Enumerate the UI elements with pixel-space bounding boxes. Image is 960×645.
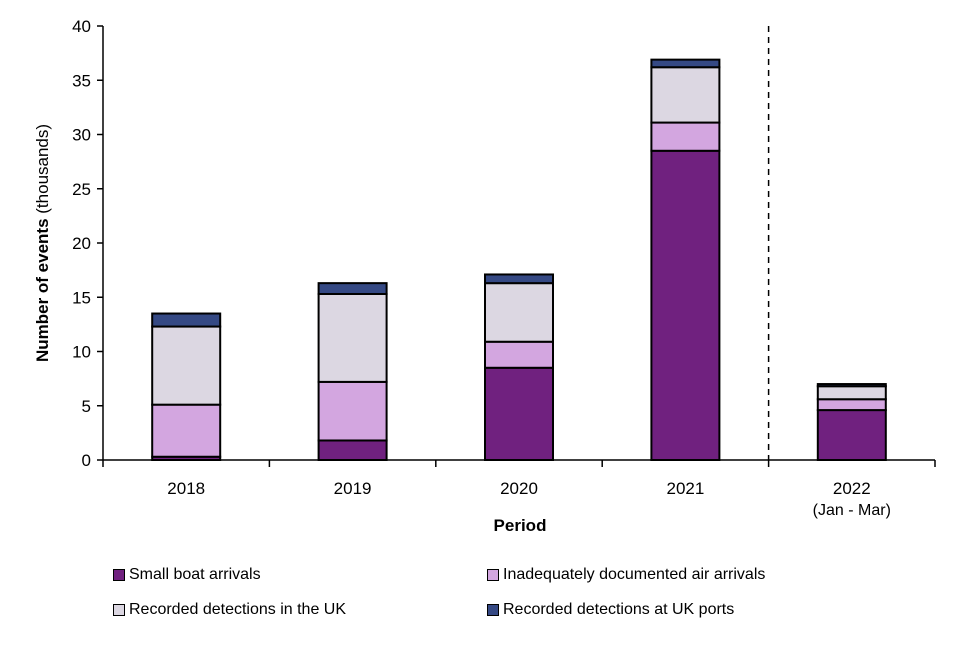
bar-segment — [650, 121, 721, 152]
legend-swatch — [113, 604, 125, 616]
x-tick-label: 2022 — [833, 479, 871, 498]
bar-segment — [650, 149, 721, 461]
legend-swatch — [487, 604, 499, 616]
y-tick-label: 20 — [72, 234, 91, 253]
bar-segment — [816, 398, 887, 412]
legend-swatch — [487, 569, 499, 581]
bar-segment — [151, 403, 222, 458]
y-tick-label: 30 — [72, 126, 91, 145]
bar-segment — [484, 273, 554, 285]
bar-segment — [317, 439, 388, 462]
y-tick-label: 10 — [72, 343, 91, 362]
y-tick-label: 5 — [82, 397, 91, 416]
legend-item: Inadequately documented air arrivals — [487, 566, 765, 584]
legend-swatch — [113, 569, 125, 581]
bar-segment — [484, 366, 554, 461]
bar-segment — [317, 282, 388, 295]
y-axis-label: Number of events (thousands) — [33, 124, 52, 362]
x-tick-sublabel: (Jan - Mar) — [813, 502, 891, 519]
x-axis-label: Period — [494, 516, 547, 535]
x-tick-label: 2021 — [666, 479, 704, 498]
legend-label: Small boat arrivals — [129, 566, 261, 583]
bar-segment — [484, 340, 554, 369]
bar-segment — [816, 385, 887, 401]
legend-label: Inadequately documented air arrivals — [503, 566, 766, 583]
bar-segment — [151, 325, 222, 406]
x-tick-label: 2019 — [334, 479, 372, 498]
legend-item: Recorded detections in the UK — [113, 601, 346, 619]
bar-segment — [317, 292, 388, 383]
bar-segment — [650, 58, 721, 69]
y-tick-label: 25 — [72, 180, 91, 199]
y-tick-label: 0 — [82, 451, 91, 470]
y-tick-label: 15 — [72, 288, 91, 307]
x-tick-label: 2020 — [500, 479, 538, 498]
legend-item: Recorded detections at UK ports — [487, 601, 734, 619]
bar-segment — [816, 409, 887, 461]
y-tick-label: 40 — [72, 17, 91, 36]
bar-segment — [484, 282, 554, 343]
legend-label: Recorded detections at UK ports — [503, 601, 735, 618]
bar-segment — [151, 312, 222, 328]
bar-segment — [816, 383, 887, 388]
legend-label: Recorded detections in the UK — [129, 601, 347, 618]
legend-item: Small boat arrivals — [113, 566, 261, 584]
y-tick-label: 35 — [72, 71, 91, 90]
bar-segment — [650, 66, 721, 124]
bar-segment — [317, 380, 388, 442]
x-tick-label: 2018 — [167, 479, 205, 498]
